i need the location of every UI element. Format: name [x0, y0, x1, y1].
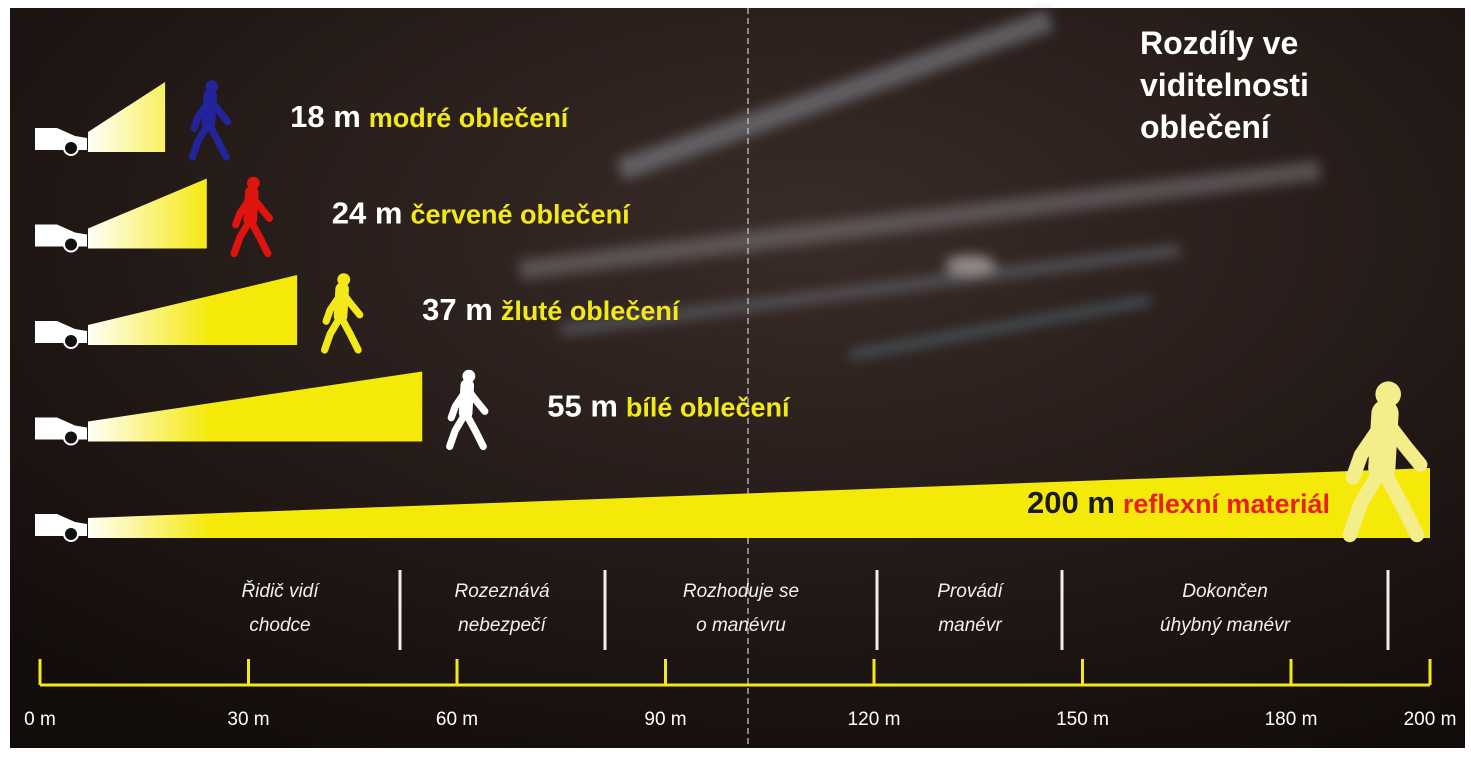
- x-tick-label: 120 m: [848, 709, 901, 730]
- category-label: reflexní materiál: [1123, 489, 1330, 519]
- value-label: 55 m: [547, 389, 618, 424]
- value-label: 18 m: [290, 99, 361, 134]
- car-wheel: [64, 431, 78, 445]
- car-wheel: [64, 527, 78, 541]
- bar-label: 18 m modré oblečení: [290, 99, 570, 134]
- phase-label: Rozeznává nebezpečí: [392, 575, 612, 643]
- chart-title: Rozdíly ve viditelnosti oblečení: [1140, 22, 1440, 148]
- bar-label: 55 m bílé oblečení: [547, 389, 791, 424]
- category-label: modré oblečení: [369, 103, 570, 133]
- bar-label: 200 m reflexní materiál: [1027, 485, 1330, 520]
- x-tick-label: 60 m: [436, 709, 478, 730]
- x-tick-label: 30 m: [227, 709, 269, 730]
- phase-label: Dokončen úhybný manévr: [1115, 575, 1335, 643]
- category-label: červené oblečení: [410, 200, 631, 230]
- value-label: 37 m: [422, 292, 493, 327]
- x-tick-label: 150 m: [1056, 709, 1109, 730]
- x-tick-label: 180 m: [1265, 709, 1318, 730]
- x-tick-label: 0 m: [24, 709, 56, 730]
- category-label: žluté oblečení: [501, 296, 681, 326]
- bar-label: 37 m žluté oblečení: [422, 292, 681, 327]
- car-wheel: [64, 334, 78, 348]
- x-tick-label: 90 m: [644, 709, 686, 730]
- x-tick-label: 200 m: [1404, 709, 1457, 730]
- category-label: bílé oblečení: [626, 393, 791, 423]
- value-label: 24 m: [332, 196, 403, 231]
- phase-label: Rozhoduje se o manévru: [631, 575, 851, 643]
- phase-label: Řidič vidí chodce: [170, 575, 390, 643]
- car-wheel: [64, 141, 78, 155]
- value-label: 200 m: [1027, 485, 1115, 520]
- page: 18 m modré oblečení 24 mčervené oblečení 37…: [0, 0, 1471, 765]
- phase-label: Provádí manévr: [860, 575, 1080, 643]
- car-wheel: [64, 238, 78, 252]
